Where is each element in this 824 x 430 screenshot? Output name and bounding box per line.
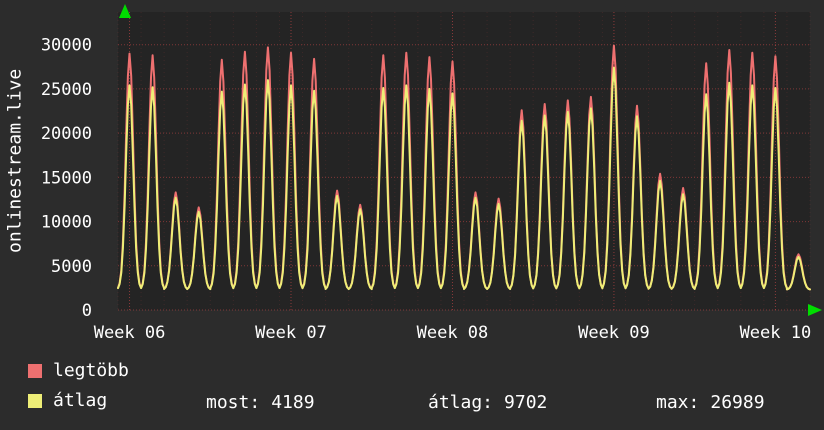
stat-atlag-label: átlag: <box>428 392 494 413</box>
legend-item-atlag: átlag <box>28 390 107 411</box>
legend-swatch-legtobb <box>28 363 42 378</box>
xtick-label: Week 08 <box>417 323 489 343</box>
stat-max-value: 26989 <box>710 392 765 413</box>
stat-most-label: most: <box>206 392 261 413</box>
stat-atlag-value: 9702 <box>504 392 548 413</box>
stat-atlag: átlag: 9702 <box>428 392 547 413</box>
ytick-label: 25000 <box>41 80 92 100</box>
x-axis-arrow-icon <box>808 304 822 316</box>
stat-max-label: max: <box>656 392 700 413</box>
ytick-label: 0 <box>82 301 92 321</box>
legend-label-atlag: átlag <box>53 390 108 411</box>
legend-item-legtobb: legtöbb <box>28 360 129 381</box>
legend-swatch-atlag <box>28 393 42 408</box>
stat-most-value: 4189 <box>271 392 315 413</box>
xtick-label: Week 07 <box>255 323 327 343</box>
y-axis-arrow-icon <box>119 4 131 18</box>
chart: Week 06 Week 07 Week 08 Week 09 Week 10 0 5000… <box>41 4 822 343</box>
xtick-label: Week 06 <box>94 323 166 343</box>
stat-max: max: 26989 <box>656 392 765 413</box>
legend-label-legtobb: legtöbb <box>53 360 129 381</box>
plot-background <box>118 12 810 310</box>
ytick-label: 10000 <box>41 213 92 233</box>
ytick-label: 15000 <box>41 168 92 188</box>
ytick-label: 20000 <box>41 124 92 144</box>
xtick-label: Week 09 <box>578 323 650 343</box>
ytick-label: 5000 <box>51 257 92 277</box>
ytick-label: 30000 <box>41 36 92 56</box>
xtick-label: Week 10 <box>740 323 812 343</box>
series-line-atlag <box>117 66 811 291</box>
stat-most: most: 4189 <box>206 392 315 413</box>
